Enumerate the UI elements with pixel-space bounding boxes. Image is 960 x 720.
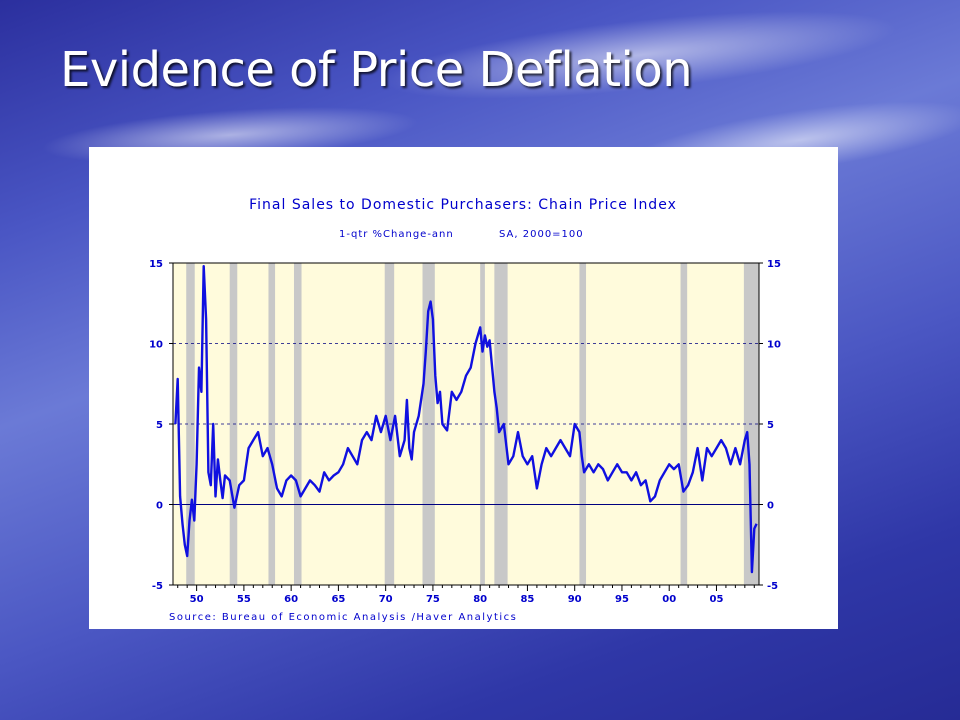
recession-band — [293, 263, 302, 585]
x-tick-label: 60 — [284, 594, 298, 605]
x-tick-label: 00 — [662, 594, 676, 605]
x-tick-label: 85 — [520, 594, 534, 605]
x-tick-label: 55 — [237, 594, 251, 605]
y-tick-label-right: 5 — [767, 420, 774, 431]
x-tick-label: 95 — [615, 594, 629, 605]
recession-band — [186, 263, 195, 585]
x-tick-label: 70 — [379, 594, 393, 605]
chart-subtitle-basis: SA, 2000=100 — [499, 229, 584, 240]
series-line — [174, 265, 758, 574]
y-tick-label-right: 15 — [767, 259, 781, 270]
chart-panel: Final Sales to Domestic Purchasers: Chai… — [89, 147, 838, 629]
recession-band — [480, 263, 485, 585]
x-tick-label: 65 — [331, 594, 345, 605]
y-tick-label-left: 15 — [149, 259, 163, 270]
chart-title: Final Sales to Domestic Purchasers: Chai… — [249, 197, 677, 213]
price-index-chart: Final Sales to Domestic Purchasers: Chai… — [149, 197, 781, 623]
chart-source: Source: Bureau of Economic Analysis /Hav… — [169, 612, 517, 623]
y-tick-label-left: -5 — [152, 581, 163, 592]
y-tick-label-left: 0 — [156, 501, 163, 512]
x-tick-label: 05 — [710, 594, 724, 605]
y-tick-label-right: -5 — [767, 581, 778, 592]
x-tick-label: 80 — [473, 594, 487, 605]
x-tick-label: 50 — [190, 594, 204, 605]
y-tick-label-left: 5 — [156, 420, 163, 431]
grid-lines — [173, 343, 759, 505]
slide-title: Evidence of Price Deflation — [60, 42, 693, 98]
x-tick-label: 75 — [426, 594, 440, 605]
x-tick-label: 90 — [568, 594, 582, 605]
y-tick-label-left: 10 — [149, 340, 163, 351]
chart-subtitle-measure: 1-qtr %Change-ann — [339, 229, 454, 240]
y-tick-label-right: 0 — [767, 501, 774, 512]
y-tick-label-right: 10 — [767, 340, 781, 351]
